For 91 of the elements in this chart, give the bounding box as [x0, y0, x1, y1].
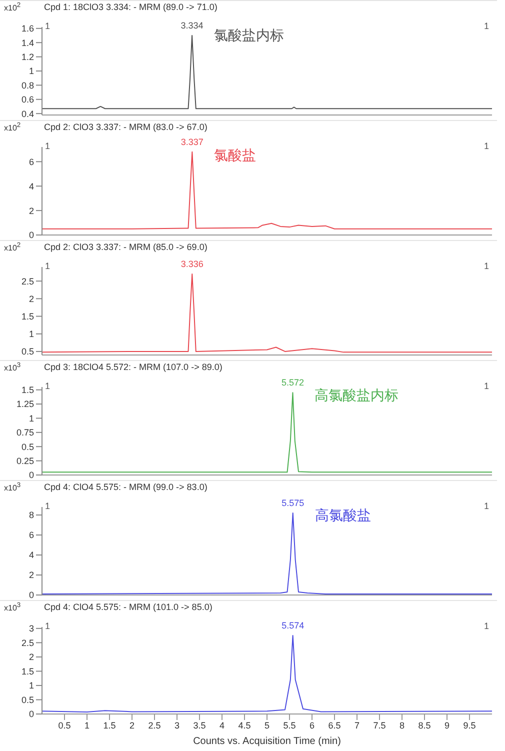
y-tick-label: 1	[28, 680, 34, 691]
x-tick-label: 6	[309, 720, 315, 730]
y-tick-label: 8	[28, 510, 34, 520]
annotation: 1	[45, 501, 50, 511]
y-axis-title: x10$^{2}$	[4, 122, 21, 133]
chart-title: Cpd 1: 18ClO3 3.334: - MRM (89.0 -> 71.0)	[44, 2, 218, 12]
annotation: 5.575	[282, 498, 304, 508]
annotation: 3.334	[180, 20, 204, 31]
annotation: 1	[484, 261, 490, 271]
y-tick-label: 0.5	[21, 694, 34, 705]
x-tick-label: 0.5	[58, 720, 71, 730]
annotation: 1	[45, 261, 50, 271]
y-tick-label: 0.75	[16, 428, 34, 438]
chart-title: Cpd 3: 18ClO4 5.572: - MRM (107.0 -> 89.0)	[44, 362, 222, 372]
annotation: 1	[484, 381, 490, 391]
chart-title: Cpd 2: ClO3 3.337: - MRM (85.0 -> 69.0)	[44, 242, 208, 252]
x-tick-label: 1.5	[103, 720, 116, 730]
x-tick-label: 9	[444, 720, 450, 730]
x-tick-label: 5.5	[283, 720, 296, 730]
annotation: 1	[484, 621, 490, 631]
x-tick-label: 7	[354, 720, 360, 730]
y-tick-label: 0.5	[21, 442, 34, 452]
y-axis-title: x10$^{2}$	[4, 2, 21, 13]
y-tick-label: 1.2	[21, 52, 34, 62]
y-tick-label: 2	[28, 570, 34, 580]
y-tick-label: 1.25	[16, 399, 34, 410]
annotation: 氯酸盐	[214, 147, 256, 165]
x-tick-label: 8	[399, 720, 405, 730]
y-tick-label: 1	[28, 413, 34, 424]
y-axis-title: x10$^{3}$	[4, 482, 21, 493]
annotation: 3.337	[180, 136, 204, 147]
x-tick-label: 4.5	[238, 720, 251, 730]
annotation: 1	[484, 141, 490, 151]
y-tick-label: 0	[28, 230, 34, 240]
chart-title: Cpd 4: ClO4 5.575: - MRM (99.0 -> 83.0)	[44, 482, 208, 492]
x-tick-label: 4	[219, 720, 225, 730]
y-tick-label: 3	[28, 624, 34, 634]
line-series	[42, 274, 492, 353]
y-tick-label: 1.5	[21, 666, 34, 676]
annotation: 1	[484, 21, 490, 31]
y-tick-label: 1	[28, 66, 34, 76]
y-tick-label: 2	[28, 294, 34, 304]
y-tick-label: 1.5	[21, 311, 34, 322]
y-tick-label: 4	[28, 550, 34, 560]
annotation: 高氯酸盐	[314, 507, 371, 525]
y-tick-label: 2	[28, 206, 34, 216]
x-tick-label: 2.5	[148, 720, 161, 730]
x-tick-label: 1	[84, 720, 90, 730]
y-tick-label: 2	[28, 652, 34, 662]
x-axis-title: Counts vs. Acquisition Time (min)	[193, 736, 341, 747]
y-axis-title: x10$^{3}$	[4, 362, 21, 373]
y-tick-label: 0.8	[21, 80, 34, 90]
annotation: 高氯酸盐内标	[314, 387, 399, 405]
y-tick-label: 2.5	[21, 276, 34, 286]
annotation: 1	[484, 501, 490, 511]
x-tick-label: 5	[264, 720, 270, 730]
y-axis-title: x10$^{3}$	[4, 602, 21, 613]
annotation: 1	[45, 21, 50, 31]
y-tick-label: 0.6	[21, 94, 34, 105]
y-tick-label: 0.25	[16, 456, 34, 466]
y-tick-label: 1.5	[21, 385, 34, 396]
annotation: 1	[45, 621, 50, 631]
y-tick-label: 4	[28, 181, 34, 192]
y-tick-label: 2.5	[21, 638, 34, 648]
y-tick-label: 0	[28, 470, 34, 480]
chart-title: Cpd 4: ClO4 5.575: - MRM (101.0 -> 85.0)	[44, 602, 212, 612]
chart-title: Cpd 2: ClO3 3.337: - MRM (83.0 -> 67.0)	[44, 122, 208, 132]
annotation: 氯酸盐内标	[214, 27, 284, 45]
y-tick-label: 0.4	[21, 108, 34, 119]
y-axis-title: x10$^{2}$	[4, 242, 21, 253]
x-tick-label: 3.5	[193, 720, 206, 730]
x-tick-label: 6.5	[328, 720, 341, 730]
y-tick-label: 1	[28, 329, 34, 340]
y-tick-label: 1.6	[21, 24, 34, 34]
x-tick-label: 8.5	[418, 720, 431, 730]
annotation: 5.572	[281, 378, 304, 388]
y-tick-label: 0.5	[21, 346, 34, 357]
annotation: 3.336	[180, 259, 204, 270]
annotation: 1	[45, 141, 50, 151]
annotation: 1	[45, 381, 50, 391]
y-tick-label: 0	[28, 590, 34, 600]
x-tick-label: 3	[174, 720, 180, 730]
x-tick-label: 9.5	[463, 720, 476, 730]
y-tick-label: 1.4	[21, 38, 34, 48]
y-tick-label: 0	[28, 709, 34, 720]
x-tick-label: 7.5	[373, 720, 386, 730]
annotation: 5.574	[282, 620, 304, 631]
line-series	[42, 635, 492, 713]
y-tick-label: 6	[28, 530, 34, 540]
y-tick-label: 6	[28, 156, 34, 167]
x-tick-label: 2	[129, 720, 135, 730]
